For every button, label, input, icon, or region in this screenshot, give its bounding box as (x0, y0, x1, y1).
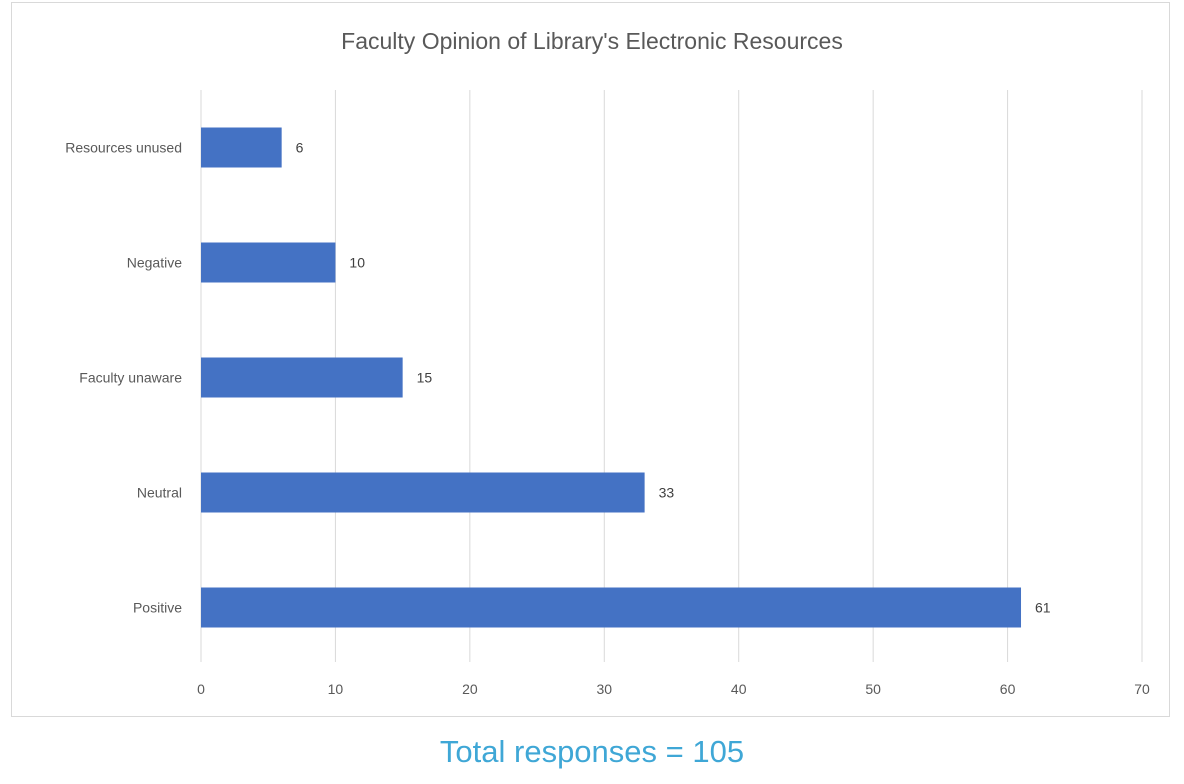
bar (201, 472, 645, 513)
x-tick-label: 60 (1000, 681, 1016, 697)
bar (201, 357, 403, 398)
category-label: Negative (127, 255, 182, 271)
data-label: 10 (349, 255, 365, 271)
data-label: 15 (417, 370, 433, 386)
x-tick-label: 0 (197, 681, 205, 697)
data-label: 61 (1035, 600, 1051, 616)
bar (201, 242, 336, 283)
x-tick-label: 10 (328, 681, 344, 697)
total-responses-note: Total responses = 105 (439, 734, 745, 769)
category-labels: Resources unused Negative Faculty unaware N… (65, 140, 182, 616)
bars (201, 127, 1022, 628)
data-labels: 6 10 15 33 61 (296, 140, 1051, 616)
category-label: Faculty unaware (79, 370, 182, 386)
x-tick-label: 40 (731, 681, 747, 697)
category-label: Positive (133, 600, 182, 616)
bar (201, 127, 282, 168)
chart-title: Faculty Opinion of Library's Electronic … (341, 28, 843, 54)
category-label: Neutral (137, 485, 182, 501)
x-tick-label: 20 (462, 681, 478, 697)
data-label: 33 (659, 485, 675, 501)
x-tick-label: 30 (596, 681, 612, 697)
x-tick-label: 70 (1134, 681, 1150, 697)
gridlines (200, 90, 1143, 662)
x-tick-label: 50 (865, 681, 881, 697)
bar (201, 587, 1022, 628)
x-tick-labels: 0 10 20 30 40 50 60 70 (197, 681, 1150, 697)
category-label: Resources unused (65, 140, 182, 156)
data-label: 6 (296, 140, 304, 156)
